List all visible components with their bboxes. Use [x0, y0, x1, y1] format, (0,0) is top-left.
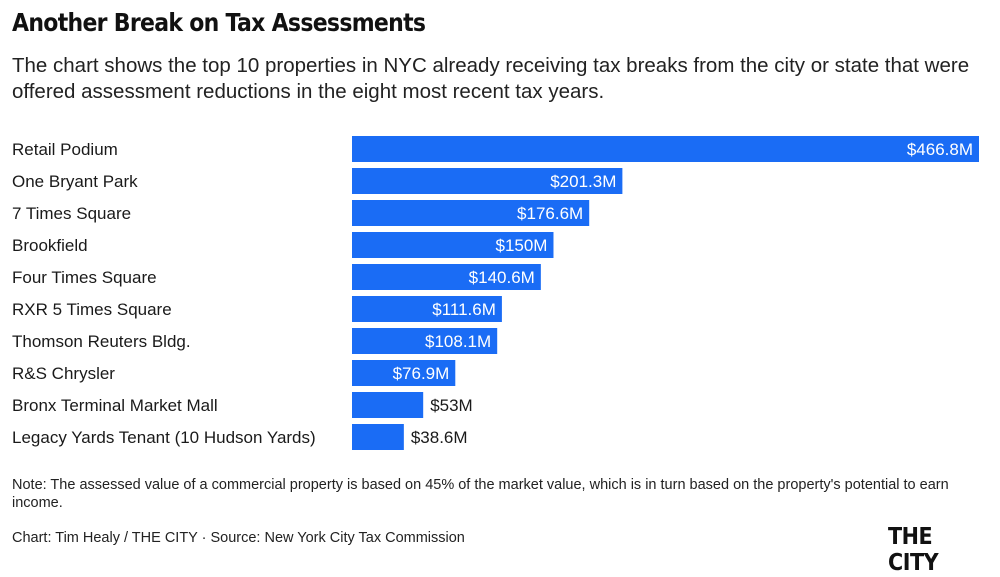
bar: [352, 136, 979, 162]
bar-chart: Retail Podium $466.8M One Bryant Park $201.…: [12, 136, 979, 450]
chart-subtitle: The chart shows the top 10 properties in…: [12, 54, 970, 103]
bar: [352, 392, 424, 418]
category-label: Legacy Yards Tenant (10 Hudson Yards): [12, 428, 316, 447]
chart-title: Another Break on Tax Assessments: [12, 8, 426, 37]
value-label: $176.6M: [517, 204, 583, 223]
bar: [352, 168, 623, 194]
value-label: $111.6M: [432, 300, 496, 319]
chart-note: Note: The assessed value of a commercial…: [12, 477, 949, 511]
the-city-logo: THE CITY: [888, 524, 939, 576]
bar: [352, 328, 498, 354]
category-label: Bronx Terminal Market Mall: [12, 396, 218, 415]
value-label: $53M: [430, 396, 473, 415]
bar: [352, 200, 590, 226]
chart-credit: Chart: Tim Healy / THE CITY · Source: Ne…: [12, 530, 465, 546]
value-label: $76.9M: [393, 364, 450, 383]
category-label: 7 Times Square: [12, 204, 131, 223]
category-label: Retail Podium: [12, 140, 118, 159]
category-label: Four Times Square: [12, 268, 157, 287]
value-label: $466.8M: [907, 140, 973, 159]
category-label: One Bryant Park: [12, 172, 138, 191]
value-label: $140.6M: [469, 268, 535, 287]
category-label: R&S Chrysler: [12, 364, 115, 383]
category-label: RXR 5 Times Square: [12, 300, 172, 319]
bar: [352, 232, 554, 258]
bar: [352, 360, 456, 386]
category-label: Thomson Reuters Bldg.: [12, 332, 191, 351]
category-label: Brookfield: [12, 236, 88, 255]
bar: [352, 424, 404, 450]
bar: [352, 264, 541, 290]
value-label: $201.3M: [550, 172, 616, 191]
value-label: $38.6M: [411, 428, 468, 447]
bar: [352, 296, 502, 322]
value-label: $150M: [495, 236, 547, 255]
value-label: $108.1M: [425, 332, 491, 351]
